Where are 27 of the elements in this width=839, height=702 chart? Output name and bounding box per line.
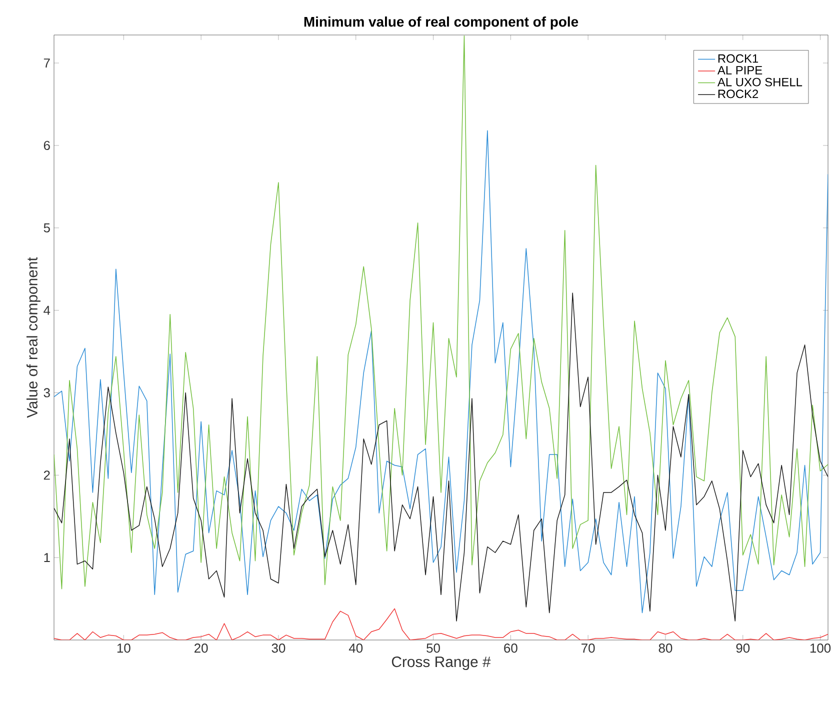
y-tick-label: 7 [44, 58, 50, 68]
line-series [54, 130, 828, 614]
x-tick-label: 40 [348, 644, 363, 653]
x-tick-label: 50 [426, 644, 440, 653]
x-tick-label: 60 [504, 644, 518, 653]
x-tick-label: 20 [194, 644, 208, 653]
y-tick-label: 3 [44, 388, 50, 398]
legend-label: ROCK2 [718, 90, 758, 98]
y-tick-label: 1 [44, 553, 50, 562]
line-series [54, 35, 828, 590]
y-tick-label: 6 [44, 140, 50, 150]
legend-label: AL PIPE [717, 66, 762, 74]
line-series [54, 292, 828, 622]
x-tick-label: 30 [272, 644, 286, 653]
legend-label: AL UXO SHELL [717, 78, 802, 86]
y-tick-label: 2 [44, 470, 50, 480]
x-tick-label: 90 [736, 644, 750, 653]
x-axis-title: Cross Range # [392, 656, 491, 670]
x-tick-label: 80 [658, 644, 672, 653]
y-axis-title: Value of real component [26, 257, 40, 418]
chart-title: Minimum value of real component of pole [304, 16, 578, 30]
legend-label: ROCK1 [718, 54, 758, 63]
x-tick-label: 70 [582, 644, 595, 653]
x-tick-label: 10 [117, 644, 130, 653]
x-tick-label: 100 [810, 644, 831, 653]
y-tick-label: 4 [44, 306, 50, 315]
y-tick-label: 5 [44, 223, 50, 232]
